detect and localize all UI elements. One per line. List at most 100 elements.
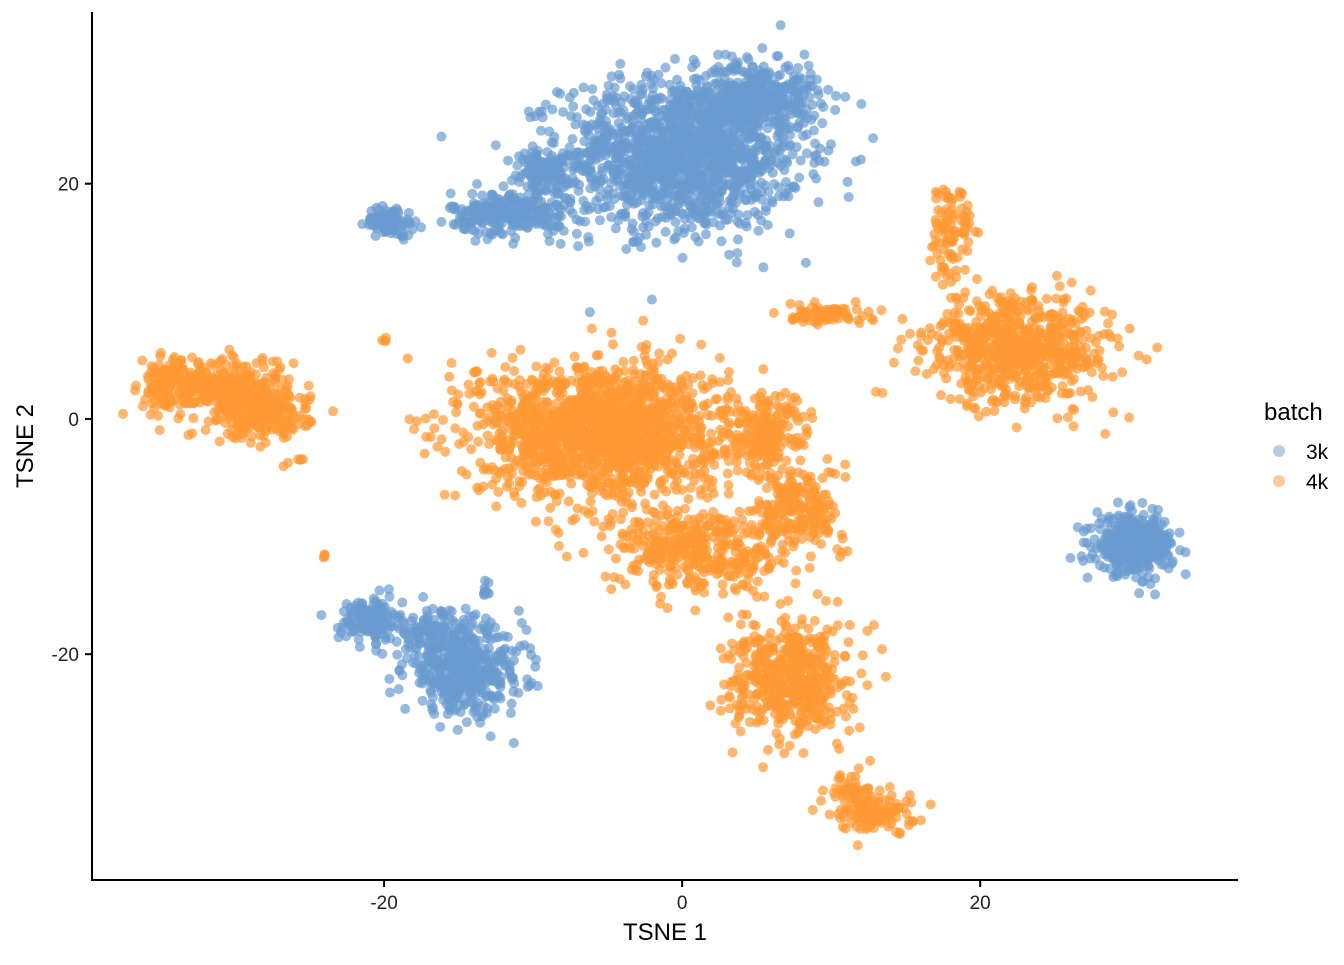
point-3k: [596, 142, 607, 153]
point-3k: [693, 170, 704, 181]
point-3k: [453, 625, 464, 636]
point-3k: [1174, 527, 1185, 538]
point-3k: [436, 131, 447, 142]
point-3k: [1124, 502, 1135, 513]
point-4k: [203, 416, 214, 427]
point-3k: [646, 294, 657, 305]
point-3k: [810, 138, 821, 149]
point-3k: [708, 96, 719, 107]
point-3k: [678, 181, 689, 192]
point-3k: [592, 122, 603, 133]
point-3k: [643, 207, 654, 218]
point-4k: [257, 396, 268, 407]
point-3k: [687, 62, 698, 73]
point-3k: [656, 78, 667, 89]
point-3k: [597, 166, 608, 177]
point-3k: [499, 203, 510, 214]
point-3k: [505, 708, 516, 719]
point-4k: [213, 375, 224, 386]
point-3k: [493, 690, 504, 701]
point-3k: [606, 71, 617, 82]
point-3k: [498, 181, 509, 192]
point-4k: [446, 357, 457, 368]
point-4k: [454, 438, 465, 449]
point-4k: [250, 413, 261, 424]
point-3k: [578, 82, 589, 93]
point-4k: [183, 430, 194, 441]
point-3k: [593, 204, 604, 215]
point-4k: [450, 490, 461, 501]
point-4k: [409, 424, 420, 435]
point-4k: [261, 406, 272, 417]
point-3k: [610, 99, 621, 110]
point-4k: [230, 433, 241, 444]
point-4k: [466, 444, 477, 455]
point-3k: [1180, 569, 1191, 580]
point-3k: [775, 160, 786, 171]
point-3k: [384, 687, 395, 698]
point-3k: [1076, 551, 1087, 562]
point-3k: [547, 211, 558, 222]
point-3k: [709, 179, 720, 190]
point-3k: [631, 130, 642, 141]
point-3k: [774, 191, 785, 202]
point-3k: [630, 150, 641, 161]
point-3k: [660, 62, 671, 73]
point-3k: [472, 711, 483, 722]
point-3k: [1144, 519, 1155, 530]
point-3k: [745, 90, 756, 101]
point-3k: [1164, 528, 1175, 539]
point-3k: [571, 154, 582, 165]
point-3k: [402, 214, 413, 225]
point-3k: [628, 84, 639, 95]
point-3k: [1130, 572, 1141, 583]
point-3k: [519, 210, 530, 221]
point-3k: [397, 597, 408, 608]
point-3k: [1150, 573, 1161, 584]
point-3k: [585, 183, 596, 194]
point-3k: [632, 189, 643, 200]
point-3k: [680, 213, 691, 224]
point-4k: [245, 378, 256, 389]
point-3k: [621, 244, 632, 255]
point-3k: [558, 225, 569, 236]
point-4k: [504, 478, 515, 489]
point-3k: [644, 117, 655, 128]
point-3k: [495, 681, 506, 692]
point-3k: [790, 183, 801, 194]
point-4k: [569, 351, 580, 362]
point-3k: [1119, 547, 1130, 558]
point-3k: [813, 89, 824, 100]
point-4k: [155, 347, 166, 358]
point-3k: [570, 119, 581, 130]
point-3k: [467, 188, 478, 199]
point-3k: [732, 234, 743, 245]
point-3k: [787, 149, 798, 160]
point-3k: [601, 89, 612, 100]
point-3k: [669, 53, 680, 64]
point-3k: [614, 150, 625, 161]
point-3k: [783, 191, 794, 202]
point-4k: [156, 398, 167, 409]
point-3k: [554, 154, 565, 165]
point-3k: [699, 218, 710, 229]
point-3k: [798, 131, 809, 142]
point-3k: [558, 106, 569, 117]
point-3k: [354, 641, 365, 652]
point-3k: [1155, 539, 1166, 550]
point-3k: [470, 672, 481, 683]
point-4k: [270, 370, 281, 381]
point-3k: [416, 222, 427, 233]
point-4k: [154, 373, 165, 384]
point-3k: [583, 204, 594, 215]
point-3k: [842, 176, 853, 187]
point-3k: [423, 641, 434, 652]
point-3k: [811, 149, 822, 160]
point-3k: [750, 192, 761, 203]
point-3k: [614, 69, 625, 80]
point-3k: [708, 217, 719, 228]
point-3k: [662, 207, 673, 218]
point-4k: [244, 422, 255, 433]
point-3k: [704, 87, 715, 98]
point-3k: [800, 257, 811, 268]
